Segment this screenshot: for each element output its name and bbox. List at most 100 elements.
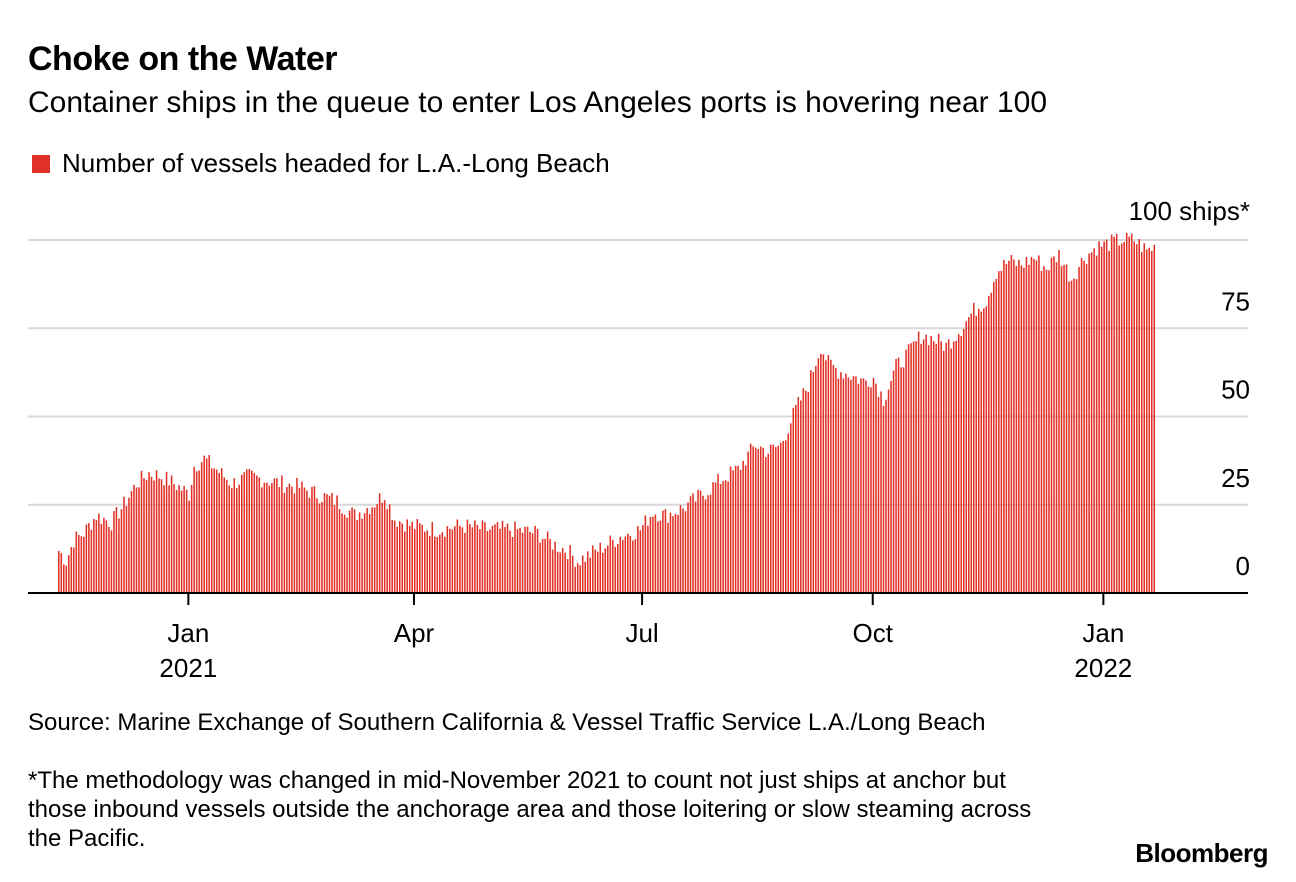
bar <box>927 345 930 593</box>
bloomberg-logo: Bloomberg <box>1135 838 1268 868</box>
bar <box>434 536 436 593</box>
bar <box>639 530 642 593</box>
bar <box>812 371 815 593</box>
bar <box>75 531 78 593</box>
bar <box>115 507 118 593</box>
bar <box>699 490 702 593</box>
bar <box>1040 270 1043 593</box>
bar <box>734 465 737 593</box>
bar <box>526 526 529 593</box>
bar <box>842 378 845 593</box>
bar <box>454 526 456 593</box>
bar <box>479 529 481 593</box>
bar <box>348 510 351 593</box>
bar <box>476 524 479 593</box>
bar <box>998 271 1000 593</box>
bar <box>612 539 614 593</box>
bar <box>704 499 707 593</box>
bar <box>110 530 113 593</box>
x-axis-labels: Jan 2021 Apr Jul Oct Jan 2022 <box>159 618 1132 683</box>
bar <box>865 380 867 593</box>
bar <box>301 481 303 593</box>
bar <box>632 540 634 593</box>
bar <box>128 497 130 593</box>
bar <box>398 521 401 593</box>
bar <box>358 512 361 593</box>
bar <box>103 517 105 593</box>
bar <box>617 543 619 593</box>
bar <box>363 513 366 593</box>
bar <box>491 525 494 593</box>
bar <box>579 565 581 593</box>
bar <box>952 341 955 593</box>
x-tick-year-label: 2021 <box>159 653 217 683</box>
bar <box>922 339 925 593</box>
bar <box>779 442 782 593</box>
bar <box>1078 266 1080 593</box>
bar <box>1110 234 1113 593</box>
bar <box>810 370 812 593</box>
bar <box>614 546 617 593</box>
bar <box>1145 249 1148 594</box>
bar <box>155 470 158 593</box>
bar <box>1043 266 1045 593</box>
gridlines <box>28 239 1248 506</box>
x-tick-label: Jan <box>1082 618 1124 648</box>
bar <box>787 433 790 593</box>
bar <box>218 472 220 593</box>
bar <box>637 526 639 593</box>
bar <box>1060 266 1063 593</box>
bar <box>93 518 95 593</box>
bar <box>973 302 975 593</box>
bar <box>739 469 742 593</box>
bar <box>576 563 579 593</box>
bar <box>213 468 215 593</box>
chart-title: Choke on the Water <box>28 40 338 78</box>
bar <box>1140 252 1143 593</box>
bar <box>1115 233 1118 593</box>
bar <box>707 495 709 593</box>
bar <box>624 536 627 593</box>
bar <box>524 526 526 593</box>
bar <box>767 453 769 593</box>
bar <box>386 509 388 593</box>
bar <box>727 481 729 593</box>
bar <box>947 339 950 593</box>
bar <box>200 462 203 593</box>
bar <box>444 536 446 593</box>
bar <box>188 500 190 593</box>
bar <box>1093 248 1095 594</box>
bar <box>1088 253 1090 593</box>
bar <box>65 565 68 593</box>
bar <box>970 313 973 593</box>
bar <box>100 523 103 593</box>
bar <box>870 387 872 593</box>
bar <box>471 527 474 593</box>
bar <box>73 547 75 593</box>
bar <box>684 511 687 593</box>
bar <box>368 513 371 593</box>
bar <box>930 335 932 593</box>
bar <box>268 485 271 593</box>
bar <box>489 529 491 593</box>
bar <box>83 536 85 593</box>
bar <box>669 512 672 593</box>
bar <box>98 513 100 593</box>
bar <box>1018 259 1020 593</box>
bar <box>697 489 699 593</box>
bar <box>566 559 569 593</box>
bar <box>541 538 544 593</box>
bar <box>872 377 875 593</box>
bar <box>1120 243 1123 593</box>
bar <box>857 383 860 593</box>
bar <box>792 407 795 593</box>
bar <box>1128 236 1130 593</box>
bar <box>762 447 764 593</box>
bar <box>915 341 917 593</box>
bar <box>1063 264 1065 593</box>
bar <box>907 344 910 593</box>
bar <box>554 541 556 593</box>
bar <box>692 493 694 593</box>
bar <box>569 545 571 593</box>
